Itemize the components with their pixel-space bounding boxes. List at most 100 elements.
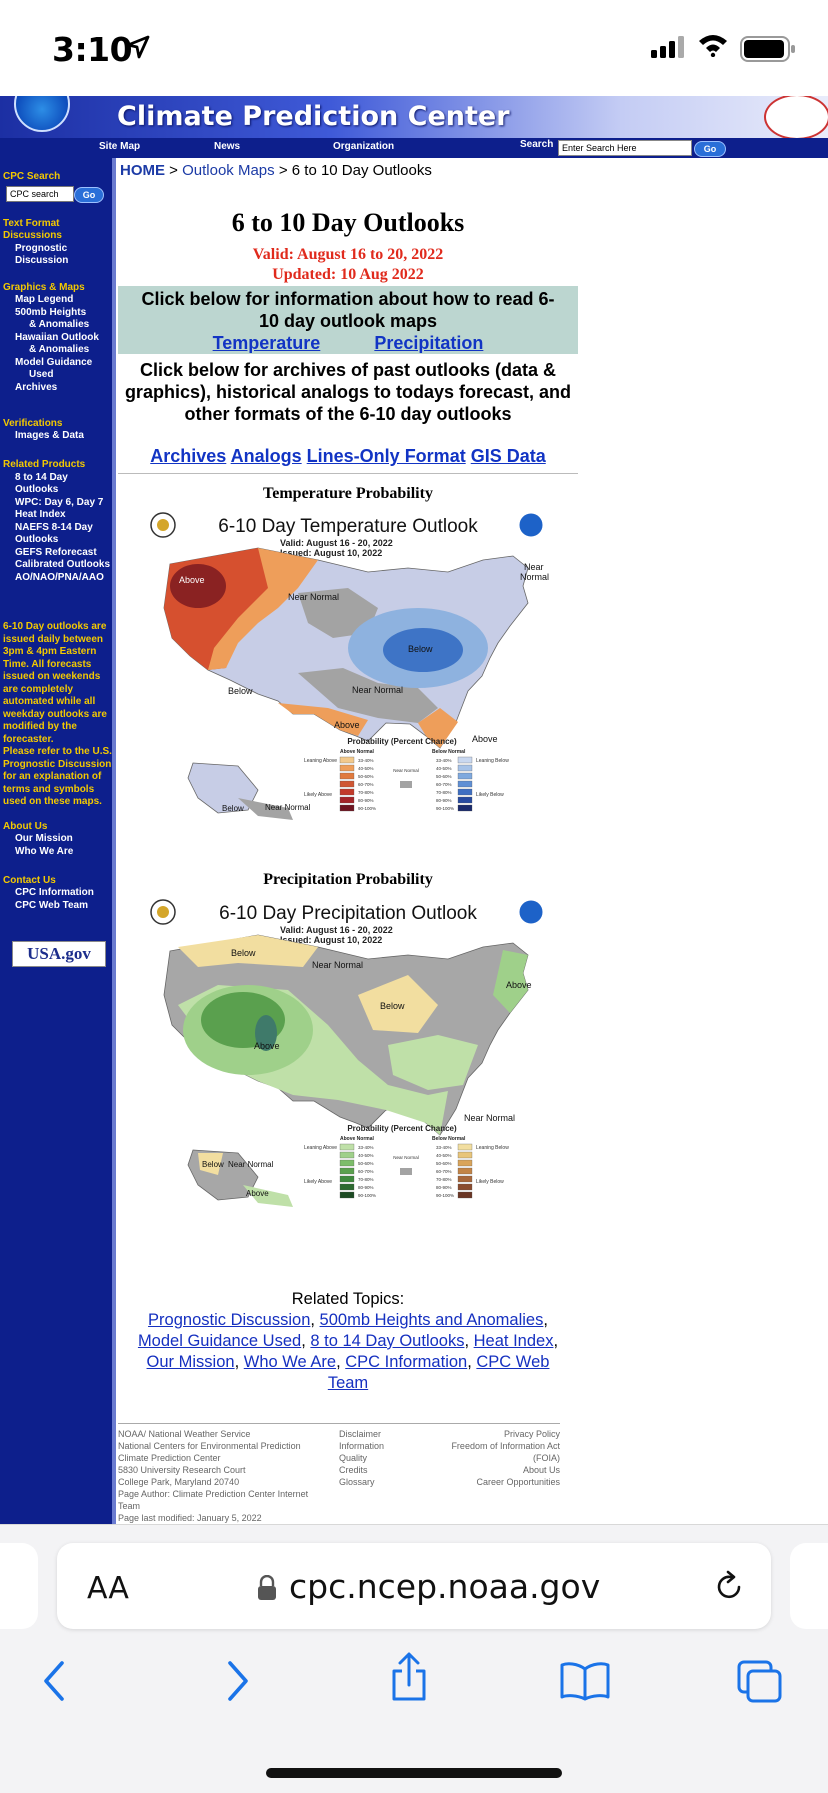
sidebar-go-button[interactable]: Go: [74, 187, 104, 203]
footer-line[interactable]: About Us: [522, 1465, 560, 1475]
sidebar-item-gefs[interactable]: Calibrated Outlooks: [15, 559, 111, 570]
related-link[interactable]: CPC Web Team: [327, 1353, 550, 1392]
noaa-logo-icon[interactable]: [14, 96, 70, 132]
temp-map-label: Above: [179, 575, 205, 585]
sidebar-item-ao-nao[interactable]: AO/NAO/PNA/AAO: [15, 572, 104, 583]
sidebar-note-line: issued daily between: [3, 633, 104, 645]
footer-line[interactable]: (FOIA): [533, 1453, 560, 1463]
gis-data-link[interactable]: GIS Data: [470, 446, 546, 466]
sidebar-search-input[interactable]: CPC search: [6, 186, 74, 202]
sidebar-item-heat-index[interactable]: Heat Index: [15, 509, 66, 520]
sidebar-item-images-data[interactable]: Images & Data: [15, 430, 84, 441]
sidebar-item-our-mission[interactable]: Our Mission: [15, 833, 73, 844]
sidebar-item-hawaiian[interactable]: & Anomalies: [29, 344, 90, 355]
footer-line[interactable]: Page Author: Climate Prediction Center I…: [118, 1489, 309, 1499]
footer-line[interactable]: Career Opportunities: [476, 1477, 560, 1487]
sidebar-item-cpc-info[interactable]: CPC Information: [15, 887, 94, 898]
related-link[interactable]: Heat Index: [473, 1332, 554, 1350]
sidebar-item-naefs[interactable]: Outlooks: [15, 534, 59, 545]
web-viewport[interactable]: Climate Prediction Center Site Map News …: [0, 96, 828, 1524]
sidebar-item-model-guidance[interactable]: Used: [29, 369, 54, 380]
legend-above-swatch: [339, 756, 355, 764]
temp-above-zone: [208, 548, 318, 670]
sidebar-item-map-legend[interactable]: Map Legend: [15, 294, 74, 305]
search-input[interactable]: Enter Search Here: [558, 140, 692, 156]
footer-line[interactable]: Privacy Policy: [503, 1429, 560, 1439]
sidebar-item-8-14[interactable]: Outlooks: [15, 484, 59, 495]
url-text[interactable]: cpc.ncep.noaa.gov: [289, 1567, 601, 1606]
precip-map-label: Above: [246, 1189, 269, 1198]
footer-line[interactable]: Information: [339, 1441, 385, 1451]
precipitation-section-title: Precipitation Probability: [263, 871, 433, 888]
related-link[interactable]: Our Mission: [146, 1353, 235, 1371]
temp-above-zone: [418, 708, 458, 748]
address-bar[interactable]: AA cpc.ncep.noaa.gov: [57, 1543, 771, 1629]
related-link[interactable]: CPC Information: [345, 1353, 468, 1371]
nws-logo-icon[interactable]: [764, 96, 828, 140]
precip-map-valid: Valid: August 16 - 20, 2022: [280, 925, 393, 935]
sidebar-item-prognostic[interactable]: Discussion: [15, 255, 69, 266]
lines-only-link[interactable]: Lines-Only Format: [306, 446, 466, 466]
related-link[interactable]: 500mb Heights and Anomalies: [319, 1311, 544, 1329]
breadcrumb-outlook-maps[interactable]: Outlook Maps: [182, 162, 275, 179]
legend-leaning-below: Leaning Below: [476, 1145, 509, 1151]
breadcrumb: HOME > Outlook Maps > 6 to 10 Day Outloo…: [120, 162, 432, 179]
sidebar-item-prognostic[interactable]: Prognostic: [15, 243, 68, 254]
nav-organization[interactable]: Organization: [333, 141, 395, 152]
sidebar-note-line: Please refer to the U.S.: [3, 746, 112, 757]
bookmarks-icon[interactable]: [559, 1661, 611, 1701]
related-link[interactable]: Model Guidance Used: [137, 1332, 302, 1350]
footer-line[interactable]: Glossary: [339, 1477, 375, 1487]
temperature-outlook-map[interactable]: 6-10 Day Temperature Outlook Valid: Augu…: [118, 508, 578, 853]
reader-options-button[interactable]: AA: [87, 1571, 129, 1606]
nav-news[interactable]: News: [214, 141, 241, 152]
footer-line[interactable]: National Centers for Environmental Predi…: [118, 1441, 301, 1451]
reload-icon[interactable]: [711, 1569, 747, 1605]
footer-line[interactable]: 5830 University Research Court: [118, 1465, 246, 1475]
sidebar-note-line: used on these maps.: [3, 796, 102, 807]
sidebar-item-gefs[interactable]: GEFS Reforecast: [15, 547, 97, 558]
footer-line[interactable]: Page last modified: January 5, 2022: [118, 1513, 262, 1523]
temp-near-zone: [298, 588, 378, 638]
footer-line[interactable]: Freedom of Information Act: [451, 1441, 560, 1451]
footer-line[interactable]: Quality: [339, 1453, 368, 1463]
tabs-icon[interactable]: [736, 1659, 784, 1705]
sidebar-item-model-guidance[interactable]: Model Guidance: [15, 357, 93, 368]
nav-site-map[interactable]: Site Map: [99, 141, 141, 152]
breadcrumb-home[interactable]: HOME: [120, 162, 165, 179]
analogs-link[interactable]: Analogs: [230, 446, 302, 466]
precip-map-label: Near Normal: [228, 1160, 274, 1169]
temperature-link[interactable]: Temperature: [212, 333, 321, 353]
sidebar-item-naefs[interactable]: NAEFS 8-14 Day: [15, 522, 93, 533]
previous-tab-peek[interactable]: [0, 1543, 38, 1629]
footer-line[interactable]: Credits: [339, 1465, 368, 1475]
footer-line[interactable]: NOAA/ National Weather Service: [118, 1429, 251, 1439]
home-indicator[interactable]: [266, 1768, 562, 1778]
sidebar-note-line: for an explanation of: [3, 771, 102, 782]
footer-line[interactable]: Climate Prediction Center: [118, 1453, 221, 1463]
search-go-button[interactable]: Go: [694, 141, 726, 157]
footer-line[interactable]: Disclaimer: [339, 1429, 382, 1439]
sidebar-item-wpc[interactable]: WPC: Day 6, Day 7: [15, 497, 104, 508]
sidebar-item-cpc-web-team[interactable]: CPC Web Team: [15, 900, 88, 911]
related-link[interactable]: 8 to 14 Day Outlooks: [310, 1332, 465, 1350]
sidebar-item-8-14[interactable]: 8 to 14 Day: [15, 472, 68, 483]
legend-title: Probability (Percent Chance): [347, 1124, 457, 1133]
next-tab-peek[interactable]: [790, 1543, 828, 1629]
related-link[interactable]: Who We Are: [243, 1353, 337, 1371]
usagov-logo[interactable]: USA.gov: [12, 941, 106, 967]
footer-line[interactable]: College Park, Maryland 20740: [118, 1477, 240, 1487]
sidebar-item-500mb[interactable]: 500mb Heights: [15, 307, 87, 318]
related-link[interactable]: Prognostic Discussion: [148, 1311, 311, 1329]
back-icon[interactable]: [40, 1659, 70, 1703]
sidebar-item-hawaiian[interactable]: Hawaiian Outlook: [15, 332, 99, 343]
precipitation-outlook-map[interactable]: 6-10 Day Precipitation Outlook Valid: Au…: [118, 895, 578, 1240]
sidebar-item-who-we-are[interactable]: Who We Are: [15, 846, 74, 857]
precipitation-link[interactable]: Precipitation: [374, 333, 484, 353]
share-icon[interactable]: [389, 1651, 429, 1703]
footer-line[interactable]: Team: [118, 1501, 141, 1511]
sidebar-item-500mb[interactable]: & Anomalies: [29, 319, 90, 330]
sidebar-item-archives[interactable]: Archives: [15, 382, 58, 393]
archives-link[interactable]: Archives: [150, 446, 227, 466]
forward-icon[interactable]: [222, 1659, 252, 1703]
